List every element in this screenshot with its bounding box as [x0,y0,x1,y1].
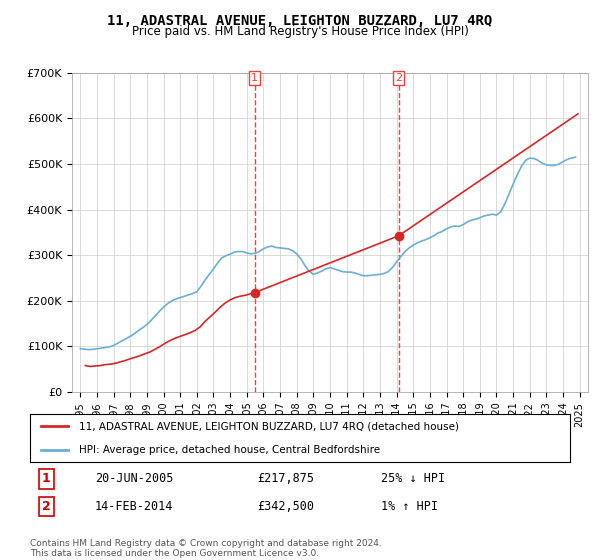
Text: Price paid vs. HM Land Registry's House Price Index (HPI): Price paid vs. HM Land Registry's House … [131,25,469,38]
Text: Contains HM Land Registry data © Crown copyright and database right 2024.
This d: Contains HM Land Registry data © Crown c… [30,539,382,558]
Text: 2: 2 [395,73,402,83]
Text: 20-JUN-2005: 20-JUN-2005 [95,473,173,486]
Text: 11, ADASTRAL AVENUE, LEIGHTON BUZZARD, LU7 4RQ: 11, ADASTRAL AVENUE, LEIGHTON BUZZARD, L… [107,14,493,28]
Text: 14-FEB-2014: 14-FEB-2014 [95,500,173,513]
Text: 25% ↓ HPI: 25% ↓ HPI [381,473,445,486]
Text: 1: 1 [42,473,50,486]
Text: £342,500: £342,500 [257,500,314,513]
Text: HPI: Average price, detached house, Central Bedfordshire: HPI: Average price, detached house, Cent… [79,445,380,455]
Text: 1: 1 [251,73,258,83]
Text: £217,875: £217,875 [257,473,314,486]
Text: 1% ↑ HPI: 1% ↑ HPI [381,500,438,513]
Text: 11, ADASTRAL AVENUE, LEIGHTON BUZZARD, LU7 4RQ (detached house): 11, ADASTRAL AVENUE, LEIGHTON BUZZARD, L… [79,421,458,431]
Text: 2: 2 [42,500,50,513]
